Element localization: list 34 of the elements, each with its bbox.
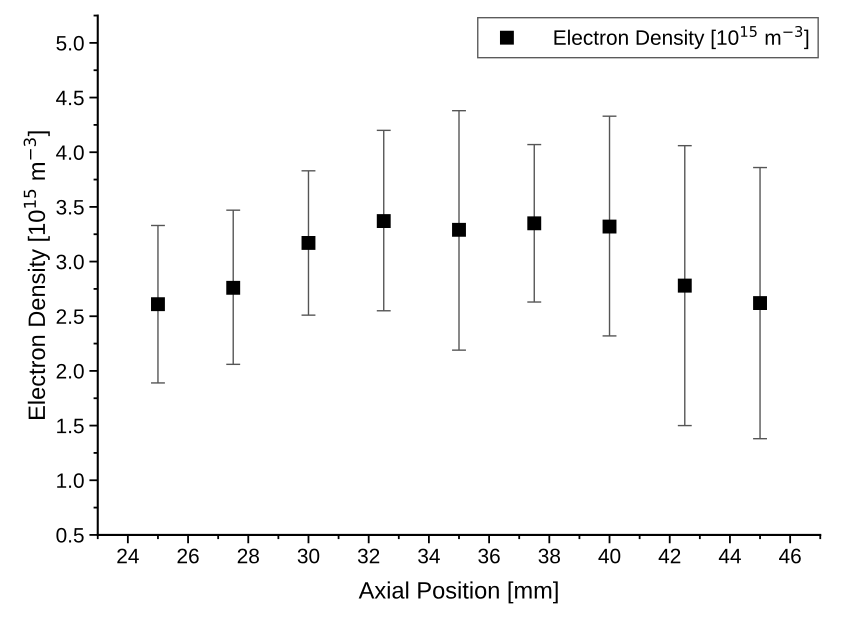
point [452,222,466,237]
y-tick-label: 4.5 [56,90,84,106]
point [302,236,316,250]
y-tick-label: 3.0 [56,254,84,270]
point [151,297,165,312]
point [602,220,616,234]
legend-label: Electron Density [10$^{15}$ m$^{−3}$] [554,26,808,50]
x-tick-label: 46 [779,548,801,564]
point [678,278,692,293]
x-tick-label: 38 [538,548,560,564]
y-tick-label: 4.0 [56,145,84,160]
x-tick-label: 30 [298,548,320,564]
x-tick-label: 34 [418,548,440,564]
point [376,214,391,228]
x-tick-label: 26 [178,548,199,564]
point [226,280,240,295]
x-axis-title: Axial Position [mm] [358,581,558,604]
x-tick-label: 24 [117,548,139,564]
x-tick-label: 36 [478,548,500,564]
x-tick-label: 32 [358,548,380,564]
y-tick-label: 3.5 [56,200,84,215]
point [753,296,767,310]
y-tick-label: 0.5 [56,528,84,543]
y-axis-title: Electron Density [10$^{15}$ m$^{−3}$] [24,131,50,419]
x-tick-label: 44 [718,548,741,564]
y-tick-label: 1.0 [57,473,84,488]
x-tick-label: 40 [598,548,620,564]
y-tick-label: 2.0 [56,364,84,379]
x-tick-label: 28 [238,548,259,564]
point [527,216,542,230]
x-tick-label: 42 [658,548,680,564]
y-tick-label: 1.5 [57,418,84,434]
y-tick-label: 2.5 [56,309,84,324]
y-tick-label: 5.0 [56,36,84,51]
